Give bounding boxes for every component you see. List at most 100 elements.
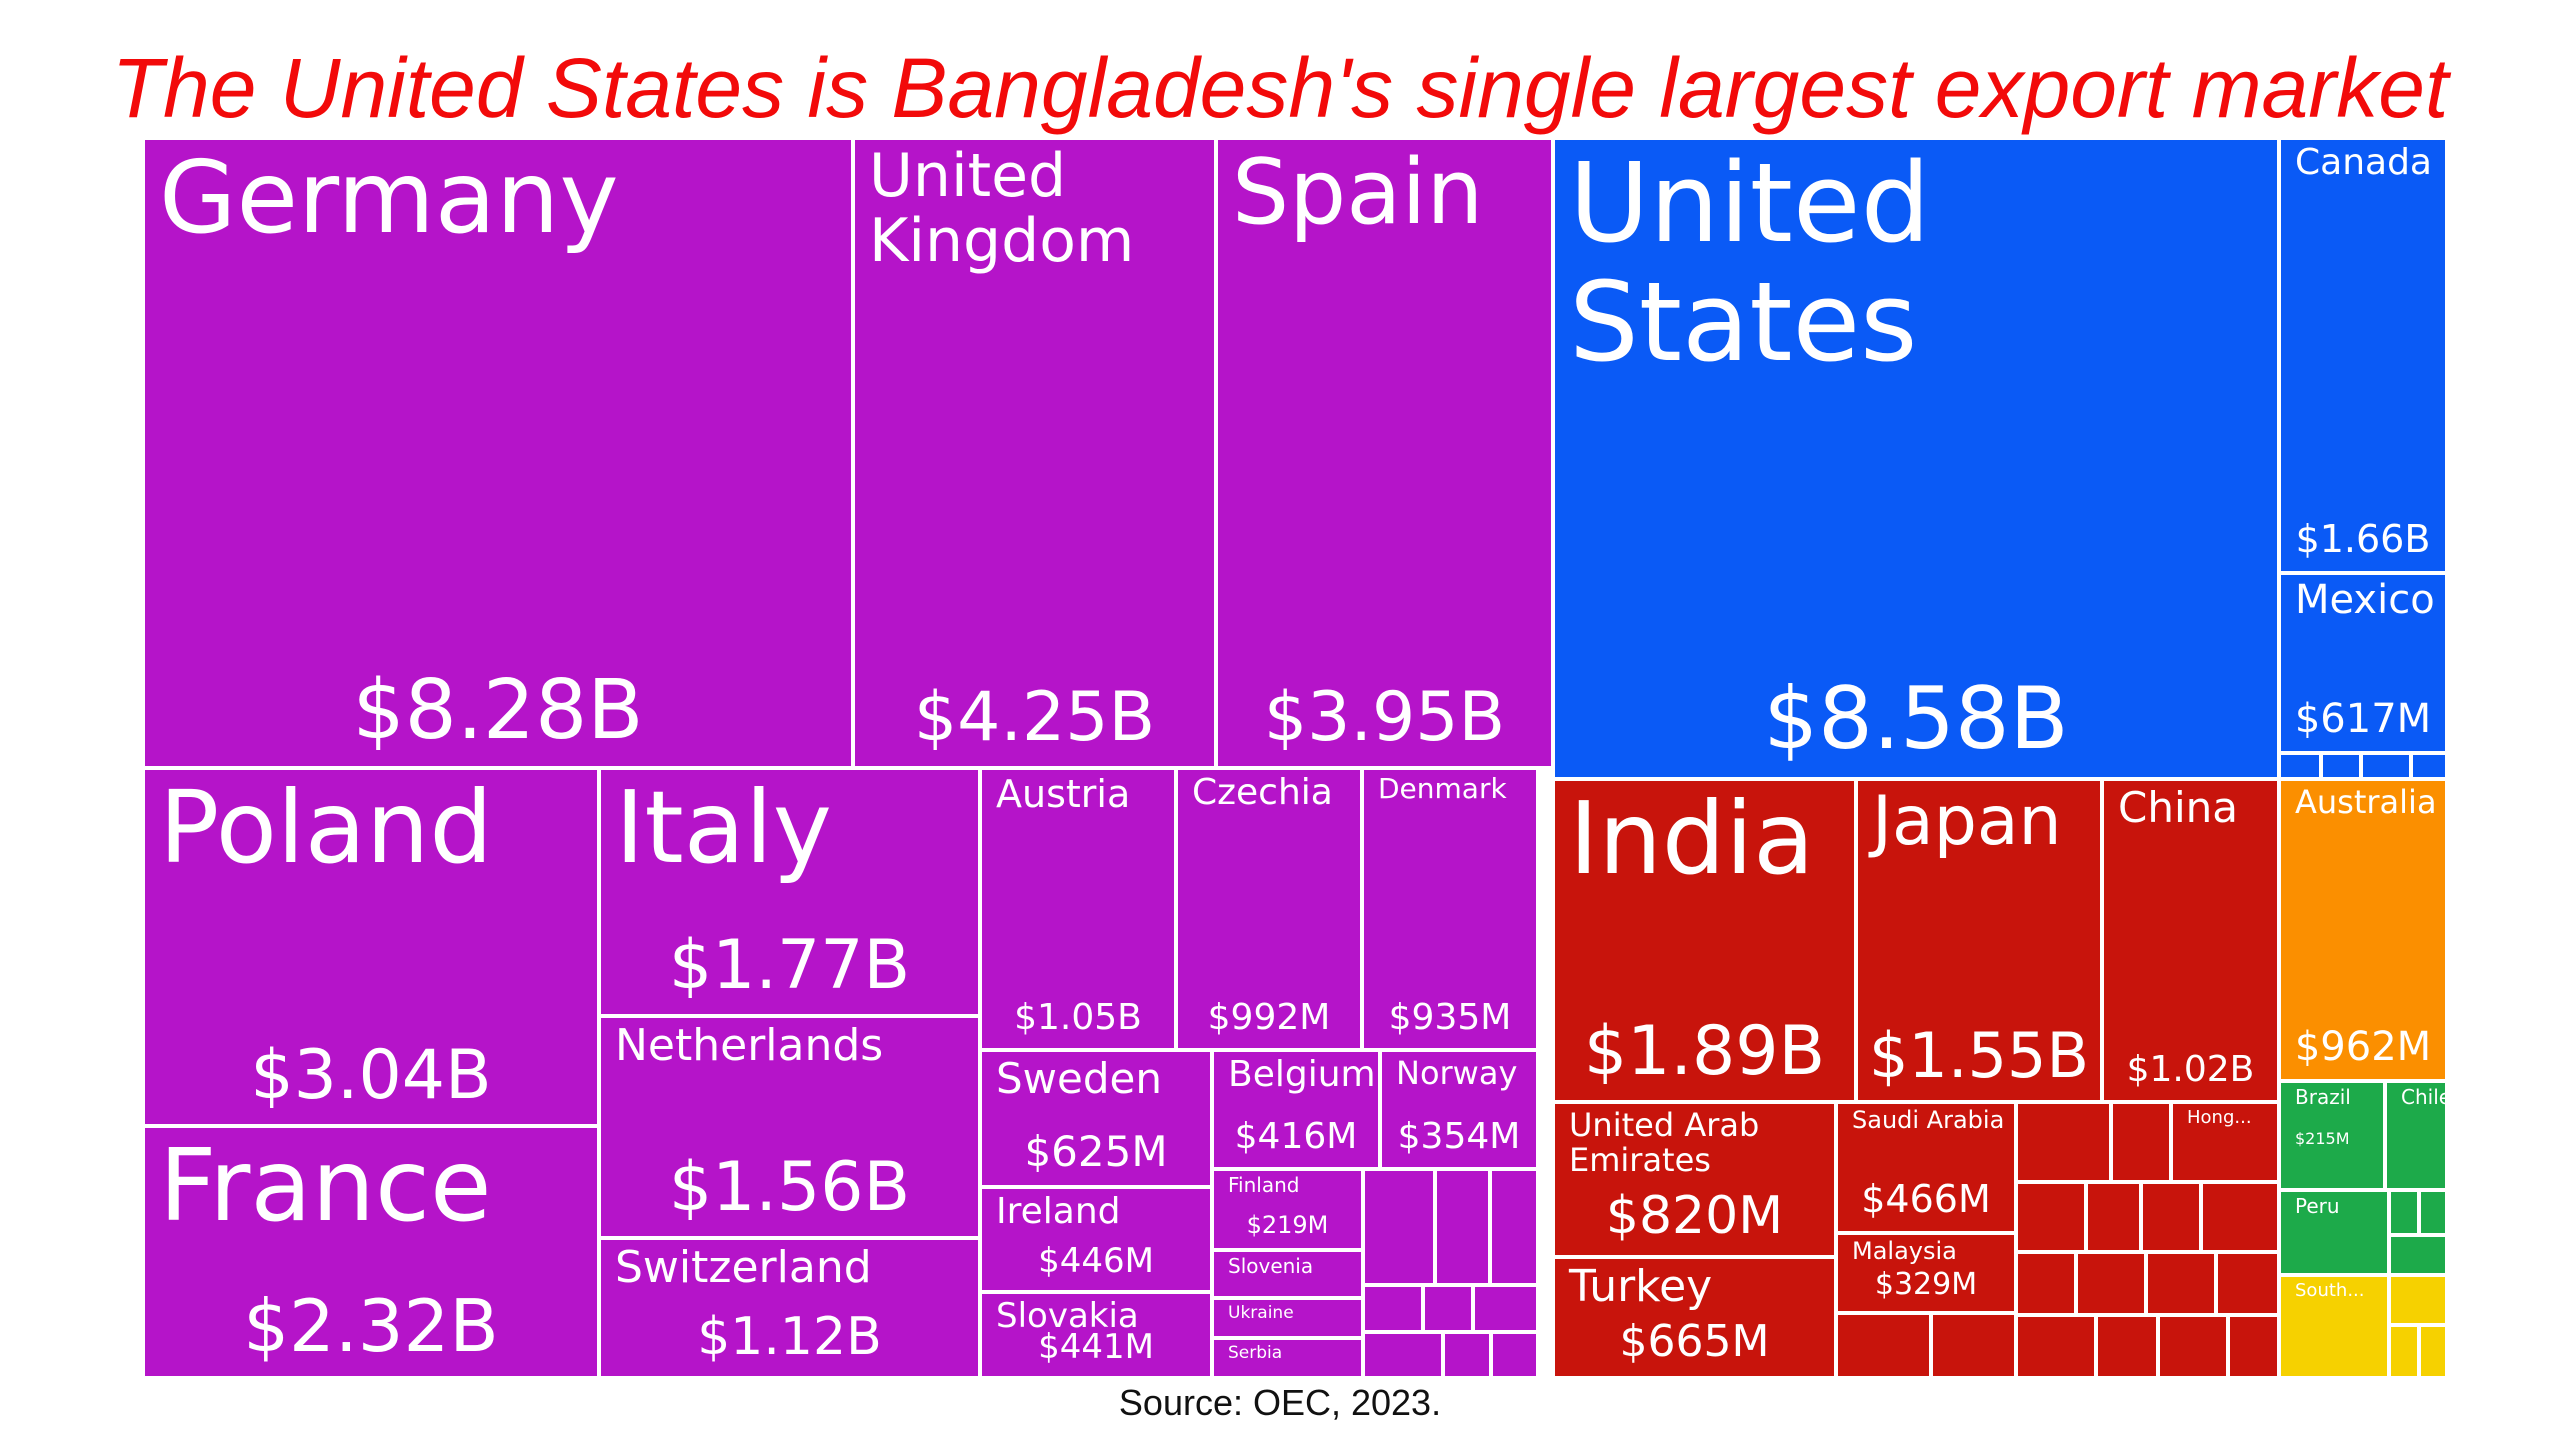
tile-value: $446M bbox=[1038, 1240, 1154, 1281]
tile-label: United Arab Emirates bbox=[1569, 1106, 1760, 1179]
tile-ireland: Ireland $446M bbox=[980, 1187, 1212, 1292]
tile-switzerland: Switzerland $1.12B bbox=[599, 1238, 980, 1378]
tile-label: India bbox=[1569, 780, 1815, 897]
tile-unlabeled bbox=[1931, 1313, 2016, 1378]
tile-value: $1.55B bbox=[1868, 1018, 2090, 1092]
tile-label: Belgium bbox=[1228, 1054, 1376, 1095]
tile-value: $665M bbox=[1619, 1315, 1770, 1367]
tile-unlabeled bbox=[2016, 1252, 2076, 1315]
tile-label: France bbox=[159, 1127, 492, 1244]
tile-unlabeled bbox=[2141, 1182, 2201, 1252]
tile-label: Peru bbox=[2295, 1194, 2340, 1218]
tile-label: Denmark bbox=[1378, 772, 1507, 805]
tile-australia: Australia $962M bbox=[2279, 779, 2447, 1081]
tile-value: $1.02B bbox=[2126, 1049, 2255, 1091]
tile-value: $617M bbox=[2294, 696, 2432, 742]
tile-germany: Germany $8.28B bbox=[143, 138, 853, 768]
tile-value: $3.04B bbox=[250, 1036, 492, 1116]
tile-label: Finland bbox=[1228, 1173, 1300, 1197]
tile-unlabeled bbox=[1473, 1285, 1538, 1332]
tile-value: $1.77B bbox=[668, 926, 911, 1006]
tile-unlabeled bbox=[1363, 1169, 1435, 1285]
tile-value: $8.28B bbox=[352, 662, 644, 758]
tile-unlabeled bbox=[2111, 1102, 2171, 1182]
tile-malaysia: Malaysia $329M bbox=[1836, 1233, 2016, 1313]
tile-value: $4.25B bbox=[913, 678, 1156, 758]
tile-label: Italy bbox=[615, 769, 832, 886]
tile-unlabeled bbox=[2016, 1102, 2111, 1182]
tile-unlabeled bbox=[1363, 1332, 1443, 1378]
tile-value: $935M bbox=[1388, 997, 1512, 1039]
tile-unlabeled bbox=[2076, 1252, 2146, 1315]
chart-title: The United States is Bangladesh's single… bbox=[111, 41, 2449, 135]
tile-denmark: Denmark $935M bbox=[1362, 768, 1538, 1050]
tile-unlabeled bbox=[2361, 753, 2411, 779]
tile-brazil: Brazil $215M bbox=[2279, 1081, 2385, 1190]
tile-value: $2.32B bbox=[243, 1283, 499, 1368]
tile-label: Australia bbox=[2295, 783, 2437, 821]
tile-unlabeled bbox=[2228, 1315, 2279, 1378]
tile-unlabeled bbox=[1443, 1332, 1491, 1378]
tile-label: Sweden bbox=[996, 1054, 1162, 1103]
tile-italy: Italy $1.77B bbox=[599, 768, 980, 1016]
tile-unlabeled bbox=[2279, 753, 2321, 779]
tile-value: $1.12B bbox=[697, 1306, 882, 1367]
tile-unlabeled bbox=[2411, 753, 2447, 779]
tile-value: $219M bbox=[1246, 1210, 1329, 1239]
tile-label: Slovakia bbox=[996, 1296, 1139, 1336]
tile-label: Germany bbox=[159, 139, 619, 256]
source-note: Source: OEC, 2023. bbox=[1118, 1382, 1442, 1423]
tile-united-arab-emirates: United Arab Emirates $820M bbox=[1553, 1102, 1836, 1257]
tile-unlabeled bbox=[1490, 1169, 1538, 1285]
tile-value: $215M bbox=[2295, 1129, 2350, 1149]
tile-value: $416M bbox=[1234, 1116, 1358, 1158]
tile-value: $820M bbox=[1605, 1185, 1784, 1246]
tile-unlabeled bbox=[1435, 1169, 1490, 1285]
tile-finland: Finland $219M bbox=[1212, 1169, 1363, 1250]
tile-united-states: United States $8.58B bbox=[1553, 138, 2279, 779]
tile-czechia: Czechia $992M bbox=[1176, 768, 1362, 1050]
tile-value: $962M bbox=[2294, 1024, 2432, 1070]
tile-spain: Spain $3.95B bbox=[1216, 138, 1553, 768]
tile-unlabeled bbox=[2389, 1275, 2447, 1325]
tile-value: $1.56B bbox=[668, 1148, 911, 1228]
tile-value: $466M bbox=[1861, 1177, 1991, 1222]
tile-unlabeled bbox=[2016, 1315, 2096, 1378]
tile-value: $329M bbox=[1874, 1267, 1978, 1302]
tile-label: China bbox=[2118, 783, 2238, 832]
tile-japan: Japan $1.55B bbox=[1856, 779, 2102, 1102]
tile-india: India $1.89B bbox=[1553, 779, 1856, 1102]
tile-label: South... bbox=[2295, 1280, 2365, 1301]
tile-unlabeled bbox=[2419, 1190, 2447, 1235]
tile-ukraine: Ukraine bbox=[1212, 1298, 1363, 1338]
tile-mexico: Mexico $617M bbox=[2279, 573, 2447, 753]
tile-label: Spain bbox=[1232, 140, 1484, 245]
tile-label: Poland bbox=[159, 769, 493, 886]
tile-value: $1.05B bbox=[1014, 997, 1142, 1039]
tile-value: $354M bbox=[1397, 1116, 1521, 1158]
tile-label: Netherlands bbox=[615, 1020, 884, 1071]
tile-label: Turkey bbox=[1569, 1261, 1713, 1312]
tile-value: $441M bbox=[1038, 1326, 1154, 1367]
tile-unlabeled bbox=[1423, 1285, 1473, 1332]
tile-label: Chile bbox=[2401, 1085, 2447, 1109]
tile-value: $1.66B bbox=[2295, 517, 2431, 562]
tile-label: Ireland bbox=[996, 1191, 1121, 1232]
tile-hong: Hong... bbox=[2171, 1102, 2279, 1182]
tile-norway: Norway $354M bbox=[1380, 1050, 1538, 1169]
tile-poland: Poland $3.04B bbox=[143, 768, 599, 1126]
tile-france: France $2.32B bbox=[143, 1126, 599, 1378]
tile-label: Slovenia bbox=[1228, 1254, 1314, 1278]
tile-unlabeled bbox=[1363, 1285, 1423, 1332]
tile-value: $1.89B bbox=[1583, 1012, 1826, 1092]
tile-label: Hong... bbox=[2187, 1107, 2252, 1128]
tile-label: Malaysia bbox=[1852, 1237, 1957, 1265]
tile-austria: Austria $1.05B bbox=[980, 768, 1176, 1050]
tile-value: $992M bbox=[1207, 997, 1331, 1039]
tile-slovakia: Slovakia $441M bbox=[980, 1292, 1212, 1378]
tile-unlabeled bbox=[2016, 1182, 2086, 1252]
tile-unlabeled bbox=[2389, 1325, 2419, 1378]
tile-slovenia: Slovenia bbox=[1212, 1250, 1363, 1298]
tile-unlabeled bbox=[2086, 1182, 2141, 1252]
tile-canada: Canada $1.66B bbox=[2279, 138, 2447, 573]
